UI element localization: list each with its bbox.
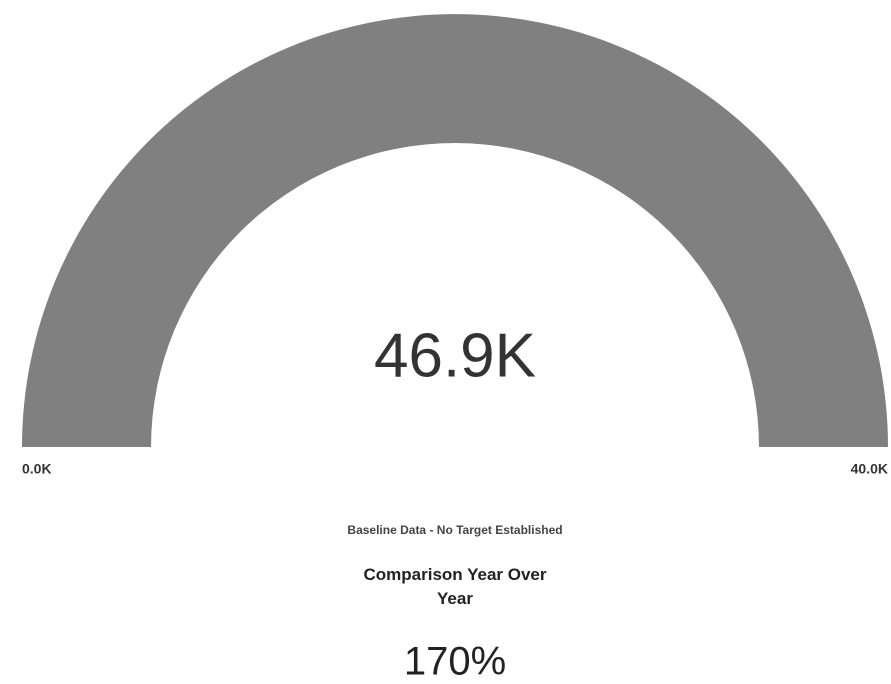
subtitle: Baseline Data - No Target Established — [347, 523, 562, 537]
gauge-fill — [22, 14, 888, 447]
gauge-tick-label: 40.0K — [851, 461, 888, 477]
kpi-label: Comparison Year Over Year — [363, 565, 547, 608]
gauge-value: 46.9K — [374, 321, 536, 390]
gauge-tick-label: 0.0K — [22, 461, 52, 477]
kpi-value: 170% — [404, 640, 506, 684]
